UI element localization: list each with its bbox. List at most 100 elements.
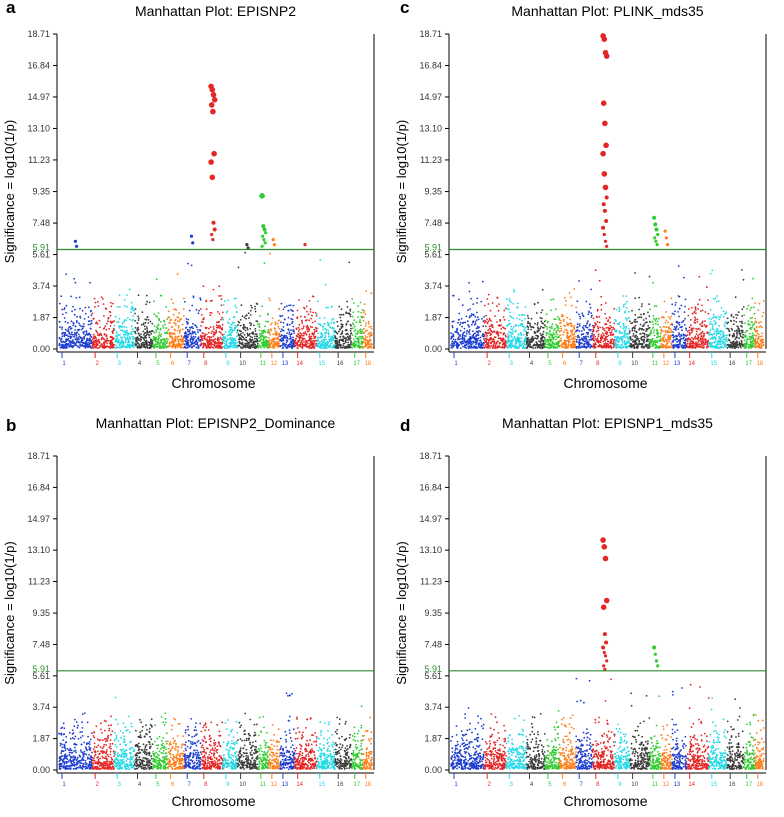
snp-point (526, 333, 528, 335)
snp-point (500, 337, 502, 339)
snp-point (467, 324, 469, 326)
snp-point (278, 320, 280, 322)
snp-point (574, 338, 576, 340)
snp-point (478, 335, 480, 337)
snp-point (365, 335, 367, 337)
snp-point (135, 308, 137, 310)
snp-point (251, 337, 253, 339)
snp-point (652, 315, 654, 317)
snp-point (668, 316, 670, 318)
snp-point (365, 337, 367, 339)
snp-point (60, 295, 62, 297)
snp-point (324, 328, 326, 330)
snp-point (497, 346, 499, 348)
snp-point (124, 334, 126, 336)
snp-point (199, 297, 201, 299)
snp-point (595, 323, 597, 325)
snp-point (227, 335, 229, 337)
y-tick-label: 3.74 (424, 281, 442, 291)
snp-point (540, 312, 542, 314)
snp-point (146, 345, 148, 347)
snp-point (123, 326, 125, 328)
snp-point (337, 342, 339, 344)
snp-point (117, 306, 119, 308)
snp-point (301, 322, 303, 324)
snp-point (531, 340, 533, 342)
snp-point (184, 336, 186, 338)
snp-point (203, 317, 205, 319)
snp-point (501, 346, 503, 348)
snp-point (186, 342, 188, 344)
y-tick-label: 9.35 (424, 187, 442, 197)
snp-point (206, 334, 208, 336)
snp-point (462, 338, 464, 340)
snp-point (230, 334, 232, 336)
snp-point (345, 333, 347, 335)
snp-point (475, 342, 477, 344)
snp-point (106, 343, 108, 345)
snp-point (97, 334, 99, 336)
snp-point (65, 321, 67, 323)
snp-point (255, 345, 257, 347)
snp-point (529, 325, 531, 327)
snp-point (468, 282, 470, 284)
snp-point (678, 316, 680, 318)
snp-point (331, 319, 333, 321)
snp-point (299, 329, 301, 331)
snp-point (213, 333, 215, 335)
snp-point (656, 342, 658, 344)
snp-point (345, 311, 347, 313)
snp-point (234, 328, 236, 330)
peak-point (210, 109, 216, 115)
snp-point (289, 344, 291, 346)
snp-point (208, 328, 210, 330)
y-tick-label: 11.23 (420, 155, 442, 165)
snp-point (350, 333, 352, 335)
snp-point (99, 346, 101, 348)
snp-point (108, 328, 110, 330)
snp-point (327, 307, 329, 309)
snp-point (592, 330, 594, 332)
snp-point (204, 338, 206, 340)
snp-point (266, 346, 268, 348)
snp-point (315, 327, 317, 329)
snp-point (283, 309, 285, 311)
snp-point (546, 334, 548, 336)
snp-point (578, 339, 580, 341)
snp-point (116, 331, 118, 333)
snp-point (298, 330, 300, 332)
snp-point (509, 300, 511, 302)
snp-point (603, 347, 605, 349)
snp-point (194, 324, 196, 326)
snp-point (586, 332, 588, 334)
snp-point (604, 330, 606, 332)
snp-point (157, 325, 159, 327)
snp-point (85, 313, 87, 315)
snp-point (119, 294, 121, 296)
snp-point (144, 332, 146, 334)
snp-point (61, 338, 63, 340)
snp-point (195, 336, 197, 338)
snp-point (85, 341, 87, 343)
snp-point (342, 345, 344, 347)
snp-point (287, 338, 289, 340)
snp-point (487, 329, 489, 331)
snp-point (100, 343, 102, 345)
snp-point (370, 334, 372, 336)
snp-point (171, 336, 173, 338)
snp-point (657, 324, 659, 326)
snp-point (269, 332, 271, 334)
snp-point (621, 344, 623, 346)
snp-point (574, 344, 576, 346)
snp-point (269, 344, 271, 346)
snp-point (484, 335, 486, 337)
snp-point (598, 330, 600, 332)
snp-point (265, 321, 267, 323)
snp-point (679, 324, 681, 326)
snp-point (596, 330, 598, 332)
snp-point (235, 340, 237, 342)
snp-point (488, 303, 490, 305)
snp-point (628, 328, 630, 330)
snp-point (326, 347, 328, 349)
snp-point (362, 309, 364, 311)
